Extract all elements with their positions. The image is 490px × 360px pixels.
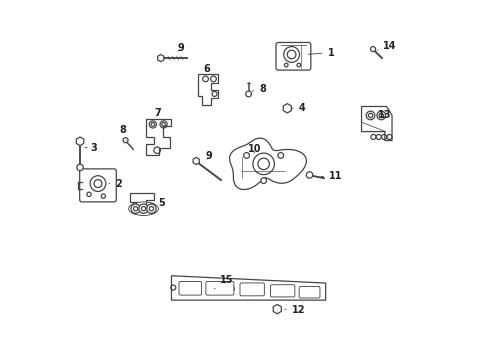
Text: 6: 6 [203, 64, 210, 74]
Polygon shape [172, 276, 326, 300]
Text: 4: 4 [292, 103, 306, 113]
Polygon shape [283, 104, 292, 113]
Polygon shape [273, 305, 281, 314]
Circle shape [244, 153, 249, 158]
Text: 9: 9 [206, 150, 213, 161]
Circle shape [261, 178, 267, 184]
Circle shape [159, 56, 163, 60]
Circle shape [245, 91, 251, 97]
Circle shape [258, 158, 270, 170]
Circle shape [284, 46, 299, 62]
Text: 8: 8 [252, 84, 266, 94]
Circle shape [147, 204, 156, 213]
Circle shape [94, 180, 102, 188]
Text: 8: 8 [119, 125, 126, 140]
FancyBboxPatch shape [80, 169, 116, 202]
Text: 13: 13 [370, 111, 391, 121]
Circle shape [90, 176, 106, 192]
Polygon shape [130, 193, 153, 211]
Text: 7: 7 [155, 108, 162, 118]
Circle shape [131, 204, 140, 213]
Text: 2: 2 [109, 179, 122, 189]
Circle shape [370, 46, 375, 51]
Polygon shape [158, 54, 164, 62]
Circle shape [306, 172, 313, 178]
FancyBboxPatch shape [240, 283, 265, 296]
Circle shape [278, 153, 284, 158]
Circle shape [78, 139, 82, 143]
Text: 3: 3 [85, 143, 97, 153]
Circle shape [123, 138, 128, 143]
Polygon shape [198, 74, 218, 105]
FancyBboxPatch shape [179, 282, 201, 295]
Circle shape [77, 164, 83, 171]
FancyBboxPatch shape [206, 282, 234, 295]
Circle shape [275, 307, 280, 311]
Circle shape [285, 106, 290, 111]
Circle shape [287, 50, 296, 59]
Circle shape [149, 207, 153, 211]
FancyBboxPatch shape [299, 287, 320, 298]
Polygon shape [230, 138, 306, 190]
Text: 10: 10 [248, 144, 261, 154]
Circle shape [253, 153, 274, 175]
Text: 1: 1 [308, 48, 334, 58]
FancyBboxPatch shape [276, 42, 311, 70]
Circle shape [195, 159, 198, 163]
FancyBboxPatch shape [270, 285, 295, 297]
Circle shape [141, 207, 146, 211]
Text: 11: 11 [321, 171, 343, 181]
Polygon shape [147, 119, 172, 155]
Polygon shape [76, 137, 84, 145]
Text: 15: 15 [215, 275, 234, 289]
Polygon shape [193, 157, 199, 165]
Circle shape [139, 204, 148, 213]
Text: 9: 9 [177, 43, 184, 53]
Circle shape [133, 207, 138, 211]
Text: 14: 14 [377, 41, 396, 50]
Text: 5: 5 [151, 198, 165, 208]
Text: 12: 12 [285, 305, 305, 315]
Polygon shape [362, 107, 392, 140]
